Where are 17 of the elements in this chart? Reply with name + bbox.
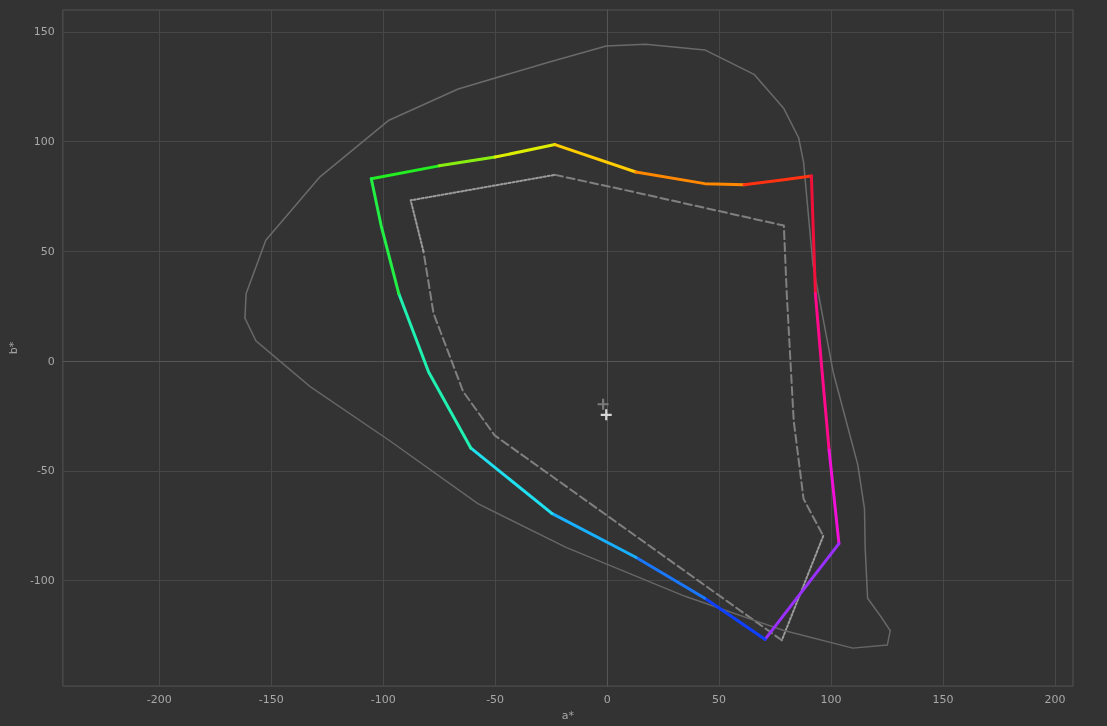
x-tick-label: 50 <box>712 693 727 707</box>
y-tick-label: 150 <box>33 25 55 39</box>
x-tick-label: 150 <box>932 693 954 707</box>
y-tick-label: 100 <box>33 135 55 149</box>
x-tick-label: -150 <box>258 693 284 707</box>
y-axis-title: b* <box>7 341 20 355</box>
x-tick-label: -100 <box>370 693 396 707</box>
x-tick-label: -50 <box>486 693 505 707</box>
y-tick-label: 50 <box>40 244 55 258</box>
x-tick-label: -200 <box>146 693 172 707</box>
y-tick-label: 0 <box>47 354 55 368</box>
x-tick-label: 200 <box>1044 693 1066 707</box>
y-tick-label: -50 <box>36 464 55 478</box>
y-tick-label: -100 <box>29 574 55 588</box>
x-axis-title: a* <box>561 709 575 722</box>
x-tick-label: 0 <box>603 693 611 707</box>
x-tick-label: 100 <box>820 693 842 707</box>
